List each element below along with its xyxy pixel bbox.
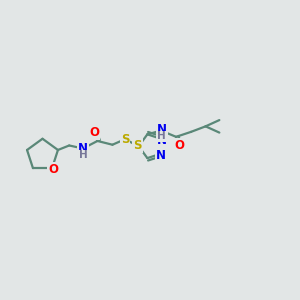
Text: S: S xyxy=(133,139,142,152)
Text: O: O xyxy=(174,139,184,152)
Text: N: N xyxy=(156,149,166,162)
Text: S: S xyxy=(121,133,129,146)
Text: H: H xyxy=(157,131,166,141)
Text: N: N xyxy=(157,123,166,136)
Text: O: O xyxy=(89,127,100,140)
Text: H: H xyxy=(79,151,87,160)
Text: O: O xyxy=(48,163,58,176)
Text: N: N xyxy=(78,142,88,155)
Text: N: N xyxy=(157,134,167,147)
